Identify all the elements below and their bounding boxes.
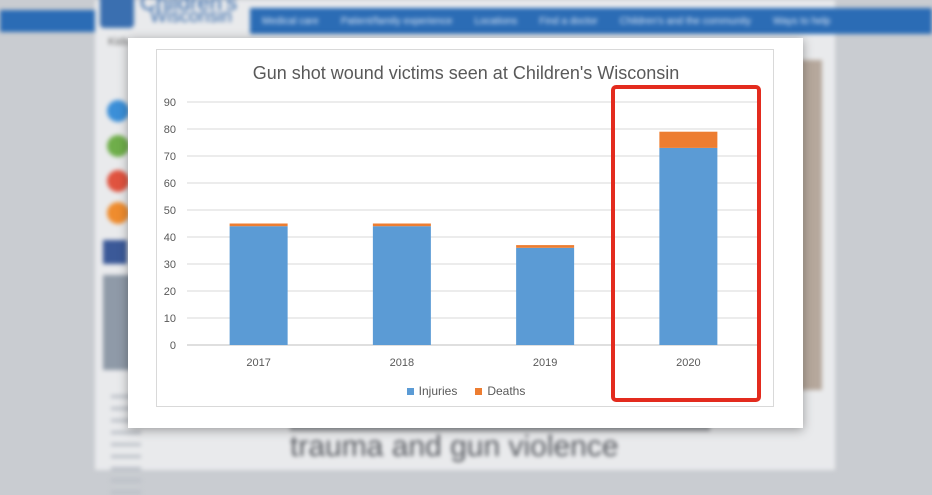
nav-bar-left <box>0 10 95 32</box>
x-tick-label-2019: 2019 <box>533 357 557 369</box>
legend-label-deaths: Deaths <box>487 384 526 398</box>
article-headline: trauma and gun violence <box>290 430 619 463</box>
logo-text-line2: Wisconsin <box>150 6 233 26</box>
legend-swatch-injuries <box>406 387 414 395</box>
nav-item-patient-family[interactable]: Patient/family experience <box>340 15 453 27</box>
legend-swatch-deaths <box>475 387 483 395</box>
y-tick-label-40: 40 <box>164 232 176 244</box>
nav-item-medical-care[interactable]: Medical care <box>262 15 319 27</box>
right-image <box>800 60 822 390</box>
bar-deaths-2019 <box>516 245 575 248</box>
arrow-green-icon[interactable] <box>107 135 129 157</box>
x-tick-label-2017: 2017 <box>246 357 270 369</box>
legend-label-injuries: Injuries <box>418 384 458 398</box>
y-tick-label-20: 20 <box>164 286 176 298</box>
y-tick-label-10: 10 <box>164 313 176 325</box>
y-tick-label-80: 80 <box>164 124 176 136</box>
bar-deaths-2017 <box>229 223 288 227</box>
chart-frame <box>156 49 774 407</box>
bar-deaths-2018 <box>372 223 431 227</box>
nav-item-locations[interactable]: Locations <box>474 15 518 27</box>
x-tick-label-2020: 2020 <box>676 357 700 369</box>
chart-title: Gun shot wound victims seen at Children'… <box>252 63 680 83</box>
facebook-icon[interactable] <box>103 240 127 264</box>
y-tick-label-50: 50 <box>164 205 176 217</box>
x-tick-label-2018: 2018 <box>390 357 414 369</box>
legend-item-injuries: Injuries <box>406 384 458 398</box>
y-tick-label-60: 60 <box>164 178 176 190</box>
y-tick-label-70: 70 <box>164 151 176 163</box>
arrow-blue-icon[interactable] <box>107 100 129 122</box>
nav-item-ways-to-help[interactable]: Ways to help <box>773 15 831 27</box>
bar-chart: 0 10 20 30 40 50 60 70 80 90 2017 2018 2019 2020 <box>164 97 760 369</box>
bar-injuries-2020 <box>659 147 718 345</box>
legend-item-deaths: Deaths <box>475 384 525 398</box>
kids-text: Kids <box>108 36 130 48</box>
bar-injuries-2019 <box>516 247 575 345</box>
highlight-box-2020 <box>611 85 761 402</box>
arrow-orange-icon[interactable] <box>107 202 129 224</box>
logo-text-line1: Children's <box>140 0 238 15</box>
y-tick-label-30: 30 <box>164 259 176 271</box>
y-tick-label-90: 90 <box>164 97 176 109</box>
bar-injuries-2018 <box>372 226 431 345</box>
bar-deaths-2020 <box>659 131 718 148</box>
site-nav: Medical care Patient/family experience L… <box>250 8 932 34</box>
logo-icon <box>100 0 134 28</box>
arrow-red-icon[interactable] <box>107 170 129 192</box>
chart-legend: Injuries Deaths <box>0 384 932 398</box>
nav-item-find-doctor[interactable]: Find a doctor <box>539 15 598 27</box>
site-logo[interactable]: Children's Wisconsin <box>100 0 245 34</box>
nav-item-community[interactable]: Children's and the community <box>619 15 752 27</box>
y-tick-label-0: 0 <box>170 340 176 352</box>
bar-injuries-2017 <box>229 226 288 345</box>
